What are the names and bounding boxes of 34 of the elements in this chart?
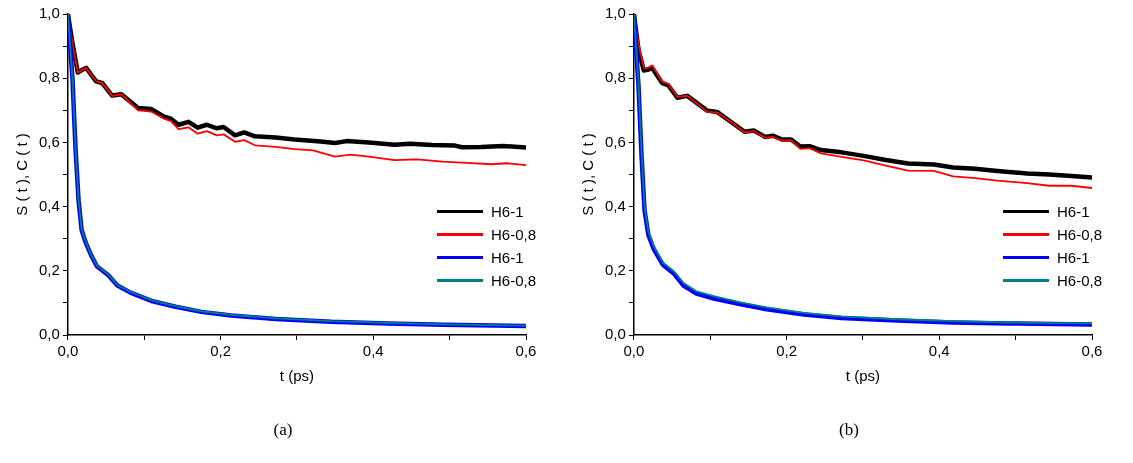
x-tick-label: 0,4: [362, 342, 384, 360]
x-axis-title: t (ps): [845, 367, 881, 385]
y-tick-label: 0,6: [38, 132, 60, 150]
y-tick-label: 0,2: [604, 260, 626, 278]
y-tick-label: 0,2: [38, 260, 60, 278]
legend-label: H6-1: [490, 248, 524, 268]
y-tick-label: 0,0: [604, 325, 626, 343]
legend-label: H6-1: [1056, 248, 1090, 268]
legend-label: H6-0,8: [1056, 271, 1102, 291]
x-tick-label: 0,6: [515, 342, 537, 360]
x-tick-label: 0,0: [623, 342, 645, 360]
legend-label: H6-0,8: [490, 271, 536, 291]
text: (a): [272, 420, 294, 440]
y-tick-label: 0,8: [38, 68, 60, 86]
legend-label: H6-0,8: [490, 225, 536, 245]
legend-label: H6-1: [490, 202, 524, 222]
x-axis-title: t (ps): [279, 367, 315, 385]
x-tick-label: 0,2: [776, 342, 797, 360]
y-axis-title: S ( t ), C ( t ): [13, 133, 31, 216]
y-axis-title: S ( t ), C ( t ): [579, 133, 597, 216]
text: (b): [838, 420, 860, 440]
x-tick-label: 0,2: [210, 342, 231, 360]
y-tick-label: 1,0: [38, 4, 60, 22]
legend-label: H6-0,8: [1056, 225, 1102, 245]
x-tick-label: 0,4: [928, 342, 950, 360]
y-tick-label: 0,6: [604, 132, 626, 150]
x-tick-label: 0,0: [57, 342, 79, 360]
y-tick-label: 0,0: [38, 325, 60, 343]
x-tick-label: 0,6: [1081, 342, 1103, 360]
y-tick-label: 0,4: [38, 196, 60, 214]
y-tick-label: 1,0: [604, 4, 626, 22]
y-tick-label: 0,8: [604, 68, 626, 86]
y-tick-label: 0,4: [604, 196, 626, 214]
legend-label: H6-1: [1056, 202, 1090, 222]
